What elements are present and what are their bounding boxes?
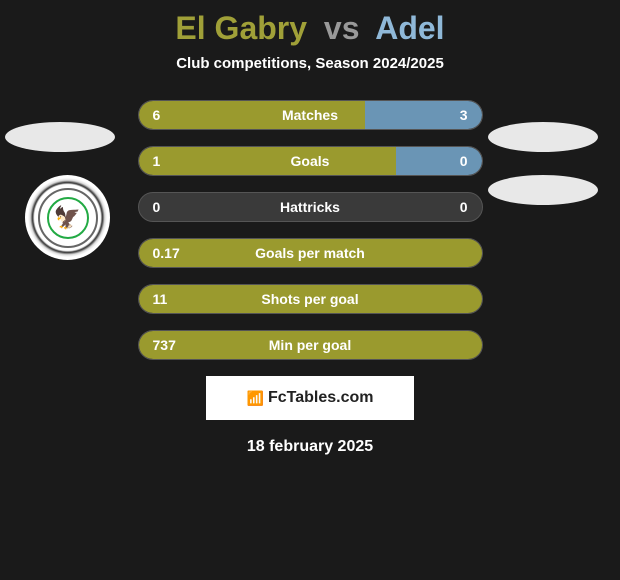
fctables-logo: 📶 FcTables.com — [206, 376, 414, 420]
bar-value-left: 0.17 — [153, 239, 180, 267]
bar-value-left: 6 — [153, 101, 161, 129]
stats-bars: Matches63Goals10Hattricks00Goals per mat… — [138, 100, 483, 360]
subtitle: Club competitions, Season 2024/2025 — [0, 55, 620, 72]
bar-value-right: 0 — [460, 147, 468, 175]
logo-text: FcTables.com — [268, 389, 374, 407]
player2-name: Adel — [375, 10, 444, 46]
player1-badge — [5, 122, 115, 152]
bar-label: Goals per match — [139, 239, 482, 267]
stat-bar: Goals1 0 — [138, 146, 483, 176]
bar-value-left: 11 — [153, 285, 168, 313]
bar-label: Goals — [139, 147, 482, 175]
player2-club-badge — [488, 175, 598, 205]
player2-badge — [488, 122, 598, 152]
stat-bar: Goals per match0.17 — [138, 238, 483, 268]
date-text: 18 february 2025 — [0, 438, 620, 456]
bar-label: Min per goal — [139, 331, 482, 359]
stat-bar: Shots per goal11 — [138, 284, 483, 314]
bar-label: Matches — [139, 101, 482, 129]
bar-value-left: 0 — [153, 193, 161, 221]
vs-text: vs — [324, 10, 360, 46]
bar-value-right: 3 — [460, 101, 468, 129]
stat-bar: Matches6 3 — [138, 100, 483, 130]
bar-label: Hattricks — [139, 193, 482, 221]
stat-bar: Hattricks0 0 — [138, 192, 483, 222]
chart-icon: 📶 — [247, 390, 264, 407]
stat-bar: Min per goal737 — [138, 330, 483, 360]
comparison-title: El Gabry vs Adel — [0, 0, 620, 55]
bar-value-right: 0 — [460, 193, 468, 221]
bar-value-left: 1 — [153, 147, 161, 175]
club-crest-icon: 🦅 — [38, 188, 98, 248]
player1-club-badge: 🦅 — [25, 175, 110, 260]
player1-name: El Gabry — [175, 10, 307, 46]
bar-label: Shots per goal — [139, 285, 482, 313]
bar-value-left: 737 — [153, 331, 176, 359]
